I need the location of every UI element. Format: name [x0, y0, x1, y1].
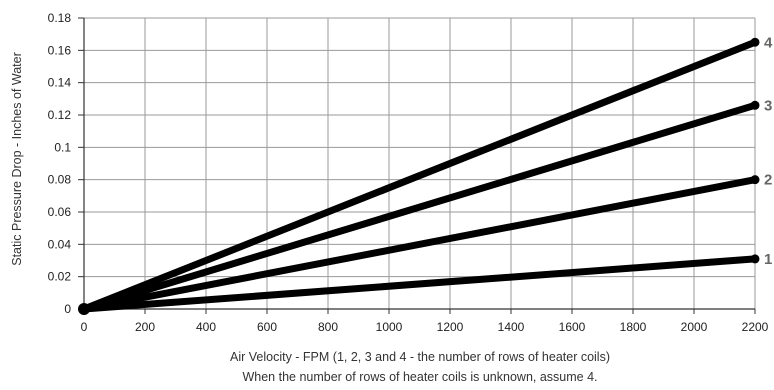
series-line-3 — [80, 101, 759, 313]
origin-point — [78, 303, 90, 315]
x-tick-label: 0 — [81, 320, 88, 334]
x-tick-label: 1600 — [559, 320, 586, 334]
x-tick-labels: 0 200 400 600 800 1000 1200 1400 1600 1800 2000 220… — [81, 320, 769, 334]
y-tick-label: 0.04 — [48, 237, 72, 251]
y-tick-label: 0.02 — [48, 270, 72, 284]
series-label-4: 4 — [764, 34, 773, 51]
x-tick-label: 600 — [257, 320, 277, 334]
y-tick-labels: 0 0.02 0.04 0.06 0.08 0.1 0.12 0.14 0.16 0.18 — [48, 11, 72, 316]
grid-lines — [84, 17, 756, 309]
series-endpoint-3 — [750, 100, 760, 110]
x-tick-label: 1000 — [376, 320, 403, 334]
x-tick-label: 200 — [135, 320, 155, 334]
series-endpoint-2 — [750, 175, 760, 185]
series-label-1: 1 — [764, 251, 772, 268]
series-endpoint-1 — [750, 254, 760, 264]
x-tick-label: 400 — [196, 320, 216, 334]
series-label-3: 3 — [764, 97, 772, 114]
y-tick-label: 0.1 — [54, 140, 71, 154]
axes — [78, 17, 756, 314]
y-tick-label: 0.08 — [48, 173, 72, 187]
series-line-4 — [80, 38, 759, 313]
x-tick-label: 1800 — [620, 320, 647, 334]
x-axis-label: Air Velocity - FPM (1, 2, 3 and 4 - the … — [230, 350, 610, 364]
y-tick-label: 0.06 — [48, 205, 72, 219]
x-tick-label: 2000 — [681, 320, 708, 334]
y-axis-label: Static Pressure Drop - Inches of Water — [10, 52, 24, 266]
y-tick-label: 0.14 — [48, 76, 72, 90]
x-tick-label: 2200 — [742, 320, 769, 334]
series-lines — [78, 37, 760, 315]
y-tick-label: 0 — [64, 302, 71, 316]
x-tick-label: 1200 — [437, 320, 464, 334]
chart-note: When the number of rows of heater coils … — [242, 370, 597, 384]
series-line-1 — [80, 255, 759, 313]
x-tick-label: 1400 — [498, 320, 525, 334]
y-tick-label: 0.12 — [48, 108, 72, 122]
series-label-2: 2 — [764, 172, 772, 189]
series-labels: 1 2 3 4 — [764, 34, 773, 268]
y-tick-label: 0.18 — [48, 11, 72, 25]
series-endpoint-4 — [750, 37, 760, 47]
series-line-2 — [80, 176, 759, 313]
y-tick-label: 0.16 — [48, 43, 72, 57]
x-tick-label: 800 — [318, 320, 338, 334]
